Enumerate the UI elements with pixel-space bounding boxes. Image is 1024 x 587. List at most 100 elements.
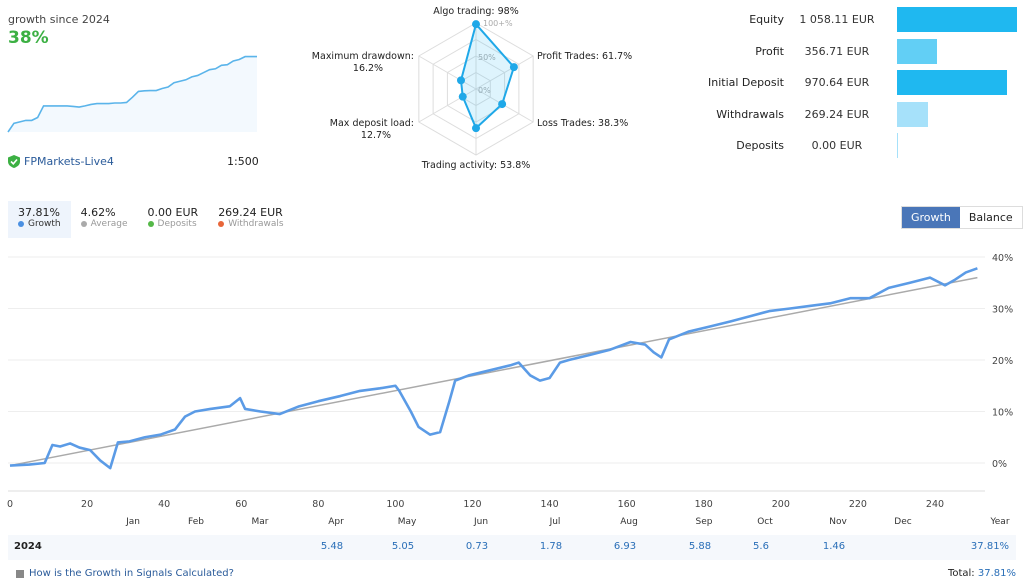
x-tick-label: 100 (386, 499, 404, 510)
balance-toggle-button[interactable]: Balance (968, 211, 1013, 224)
radar-point (509, 63, 518, 72)
tab-legend: Deposits (147, 219, 199, 229)
tab-average[interactable]: 4.62% Average (71, 201, 138, 238)
month-header: Mar (251, 517, 269, 527)
month-header: Apr (328, 517, 344, 527)
radar-label-drawdown-value: 16.2% (353, 63, 383, 74)
month-header: Oct (757, 517, 773, 527)
stat-label: Deposits (736, 139, 784, 152)
radar-point (472, 20, 480, 29)
total-value: 37.81% (977, 568, 1016, 579)
x-tick-label: 140 (541, 499, 559, 510)
month-growth-value[interactable]: 1.46 (822, 541, 846, 552)
stat-bar (897, 101, 928, 127)
month-growth-value[interactable]: 5.88 (688, 541, 712, 552)
y-tick-label: 30% (992, 305, 1013, 316)
month-growth-value[interactable]: 6.93 (613, 541, 637, 552)
x-tick-label: 20 (81, 499, 93, 510)
server-link[interactable]: FPMarkets-Live4 (8, 155, 114, 168)
legend-dot-icon (218, 221, 225, 227)
month-growth-value[interactable]: 5.05 (391, 541, 415, 552)
growth-sparkline (7, 55, 257, 133)
radar-label-load-value: 12.7% (361, 130, 391, 141)
info-icon (16, 569, 24, 578)
leverage: 1:500 (227, 155, 259, 168)
month-header: Jul (549, 517, 561, 527)
year-label: 2024 (14, 541, 42, 552)
tab-growth[interactable]: 37.81% Growth (8, 201, 71, 238)
tab-value: 4.62% (80, 206, 116, 219)
month-growth-value[interactable]: 37.81% (970, 541, 1010, 552)
x-tick-label: 0 (7, 499, 13, 510)
x-tick-label: 60 (235, 499, 247, 510)
month-header: Jun (473, 517, 489, 527)
month-header: Aug (620, 517, 638, 527)
radar-label-algo: Algo trading: 98% (433, 6, 519, 17)
radar-grid-spoke (475, 55, 534, 90)
y-tick-label: 20% (992, 356, 1013, 367)
stat-value: 970.64 EUR (804, 76, 870, 89)
stat-value: 269.24 EUR (804, 107, 870, 121)
stat-bar (897, 38, 938, 64)
month-header: Nov (829, 517, 847, 527)
radar-point (456, 76, 465, 85)
x-tick-label: 220 (849, 499, 867, 510)
tab-label: Growth (28, 219, 61, 229)
radar-chart: 100+% 50% 0% Algo trading: 98% Profit Tr… (312, 6, 632, 171)
server-name: FPMarkets-Live4 (24, 155, 114, 168)
growth-toggle-button[interactable]: Growth (902, 207, 960, 228)
y-tick-label: 0% (992, 459, 1007, 470)
total: Total: 37.81% (948, 568, 1016, 579)
growth-line (9, 267, 978, 470)
radar-label-profit: Profit Trades: 61.7% (537, 51, 632, 62)
radar-point (458, 92, 467, 101)
radar-scale-100: 100+% (483, 19, 513, 28)
stat-bar (897, 70, 1008, 95)
sparkline-area (8, 56, 257, 132)
tab-legend: Growth (18, 219, 61, 229)
stat-bar (897, 7, 1017, 32)
legend-dot-icon (147, 221, 154, 227)
stat-label: Profit (755, 44, 784, 58)
growth-chart: 0% 10% 20% 30% 40% 0 20 40 60 80 100 120 140 160 180 20… (7, 253, 1013, 510)
help-link-text[interactable]: How is the Growth in Signals Calculated? (29, 568, 234, 579)
radar-label-activity: Trading activity: 53.8% (421, 160, 531, 171)
legend-dot-icon (80, 221, 87, 227)
tab-withdrawals[interactable]: 269.24 EUR Withdrawals (208, 201, 293, 238)
month-header: Dec (894, 517, 912, 527)
stat-label: Equity (749, 13, 784, 26)
month-header: Year (990, 517, 1010, 527)
month-header: Jan (126, 517, 140, 527)
tab-deposits[interactable]: 0.00 EUR Deposits (138, 201, 209, 238)
tab-label: Average (90, 219, 128, 229)
x-tick-label: 160 (618, 499, 636, 510)
tab-label: Withdrawals (228, 219, 284, 229)
tab-legend: Withdrawals (218, 219, 284, 229)
radar-point (498, 100, 507, 109)
tab-legend: Average (80, 219, 128, 229)
stat-label: Withdrawals (716, 107, 784, 121)
radar-scale-0: 0% (478, 86, 491, 95)
month-growth-value[interactable]: 1.78 (539, 541, 563, 552)
tab-value: 37.81% (18, 206, 60, 219)
x-tick-label: 40 (158, 499, 170, 510)
month-header: Feb (188, 517, 204, 527)
x-tick-label: 200 (772, 499, 790, 510)
tab-value: 0.00 EUR (147, 206, 199, 219)
month-growth-value[interactable]: 5.48 (320, 541, 344, 552)
x-tick-label: 180 (695, 499, 713, 510)
growth-help-link[interactable]: How is the Growth in Signals Calculated? (16, 568, 234, 579)
stat-value: 356.71 EUR (804, 44, 870, 58)
radar-grid-spoke (418, 88, 477, 123)
radar-point (472, 124, 480, 133)
month-header: Sep (695, 517, 713, 527)
month-growth-value[interactable]: 0.73 (465, 541, 489, 552)
growth-value: 38% (8, 28, 49, 48)
y-tick-label: 10% (992, 408, 1013, 419)
month-growth-value[interactable]: 5.6 (753, 541, 769, 552)
radar-scale-50: 50% (478, 53, 496, 62)
sparkline-line (7, 55, 257, 133)
year-row: 2024 (8, 535, 1016, 560)
trend-line (9, 276, 978, 467)
total-label: Total: (947, 568, 975, 579)
